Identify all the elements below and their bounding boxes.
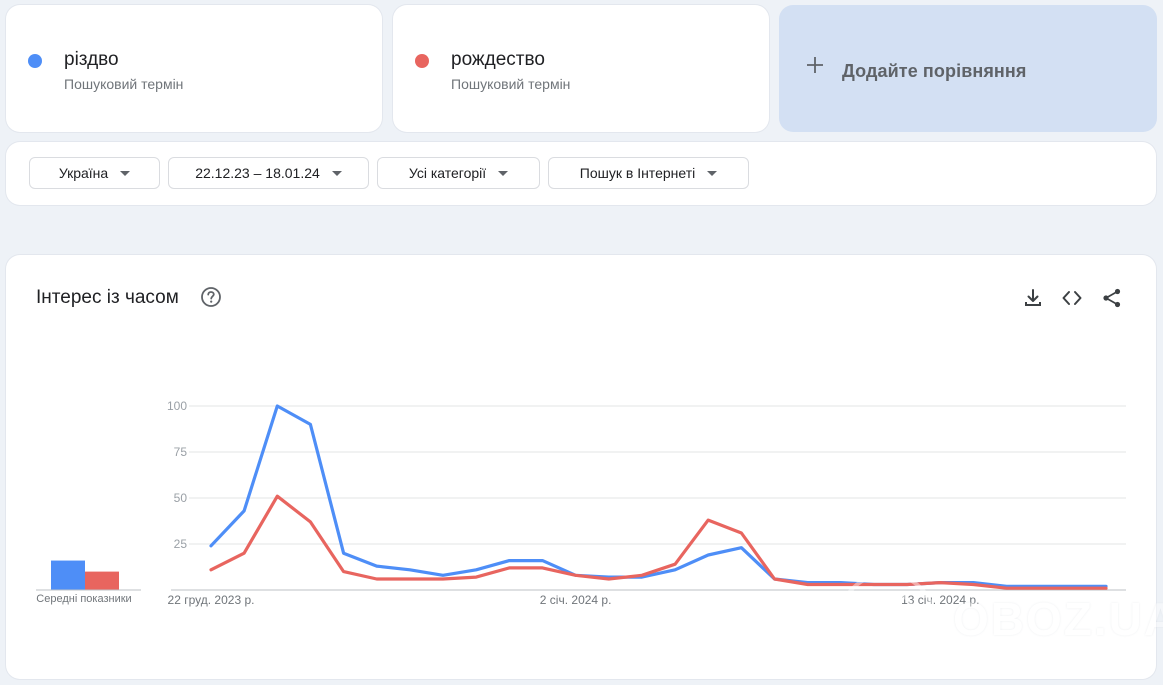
add-comparison-button[interactable]: Додайте порівняння — [779, 5, 1157, 132]
chevron-down-icon — [331, 170, 342, 176]
y-tick-label: 25 — [174, 537, 188, 551]
term-color-dot — [415, 54, 429, 68]
region-value: Україна — [58, 165, 109, 181]
term-subtitle: Пошуковий термін — [64, 76, 184, 92]
term-name[interactable]: рождество — [451, 49, 545, 70]
term-color-dot — [28, 54, 42, 68]
interest-over-time-card: Інтерес із часом 25 50 75 100 22 груд. 2023 … — [6, 255, 1156, 679]
x-tick-label: 13 січ. 2024 р. — [901, 593, 979, 607]
search-term-card-2[interactable]: рождество Пошуковий термін — [393, 5, 769, 132]
category-dropdown[interactable]: Усі категорії — [377, 157, 540, 189]
plus-icon — [807, 57, 823, 73]
category-value: Усі категорії — [408, 165, 487, 181]
region-dropdown[interactable]: Україна — [29, 157, 160, 189]
date-range-value: 22.12.23 – 18.01.24 — [195, 165, 320, 181]
filter-bar: Україна 22.12.23 – 18.01.24 Усі категорі… — [6, 142, 1156, 205]
term-name[interactable]: різдво — [64, 49, 119, 70]
average-bar — [85, 571, 119, 590]
chevron-down-icon — [707, 170, 718, 176]
chevron-down-icon — [120, 170, 131, 176]
x-tick-label: 2 січ. 2024 р. — [540, 593, 612, 607]
y-tick-label: 50 — [174, 491, 188, 505]
term-subtitle: Пошуковий термін — [451, 76, 571, 92]
series-line-2 — [209, 494, 1108, 590]
download-icon[interactable] — [1022, 287, 1044, 309]
x-tick-label: 22 груд. 2023 р. — [168, 593, 255, 607]
chevron-down-icon — [498, 170, 509, 176]
y-tick-label: 100 — [167, 399, 187, 413]
search-term-card-1[interactable]: різдво Пошуковий термін — [6, 5, 382, 132]
share-icon[interactable] — [1101, 287, 1123, 309]
help-icon[interactable] — [200, 286, 222, 308]
average-bar — [51, 560, 85, 590]
search-type-dropdown[interactable]: Пошук в Інтернеті — [548, 157, 749, 189]
embed-icon[interactable] — [1061, 287, 1083, 309]
search-type-value: Пошук в Інтернеті — [579, 165, 696, 181]
date-range-dropdown[interactable]: 22.12.23 – 18.01.24 — [168, 157, 369, 189]
average-label: Середні показники — [36, 593, 132, 605]
interest-chart: 25 50 75 100 22 груд. 2023 р. 2 січ. 2024 р. 1… — [36, 399, 1126, 607]
y-tick-label: 75 — [174, 445, 188, 459]
series-line-1 — [209, 404, 1108, 588]
chart-title: Інтерес із часом — [36, 287, 179, 308]
add-comparison-label: Додайте порівняння — [842, 61, 1027, 81]
